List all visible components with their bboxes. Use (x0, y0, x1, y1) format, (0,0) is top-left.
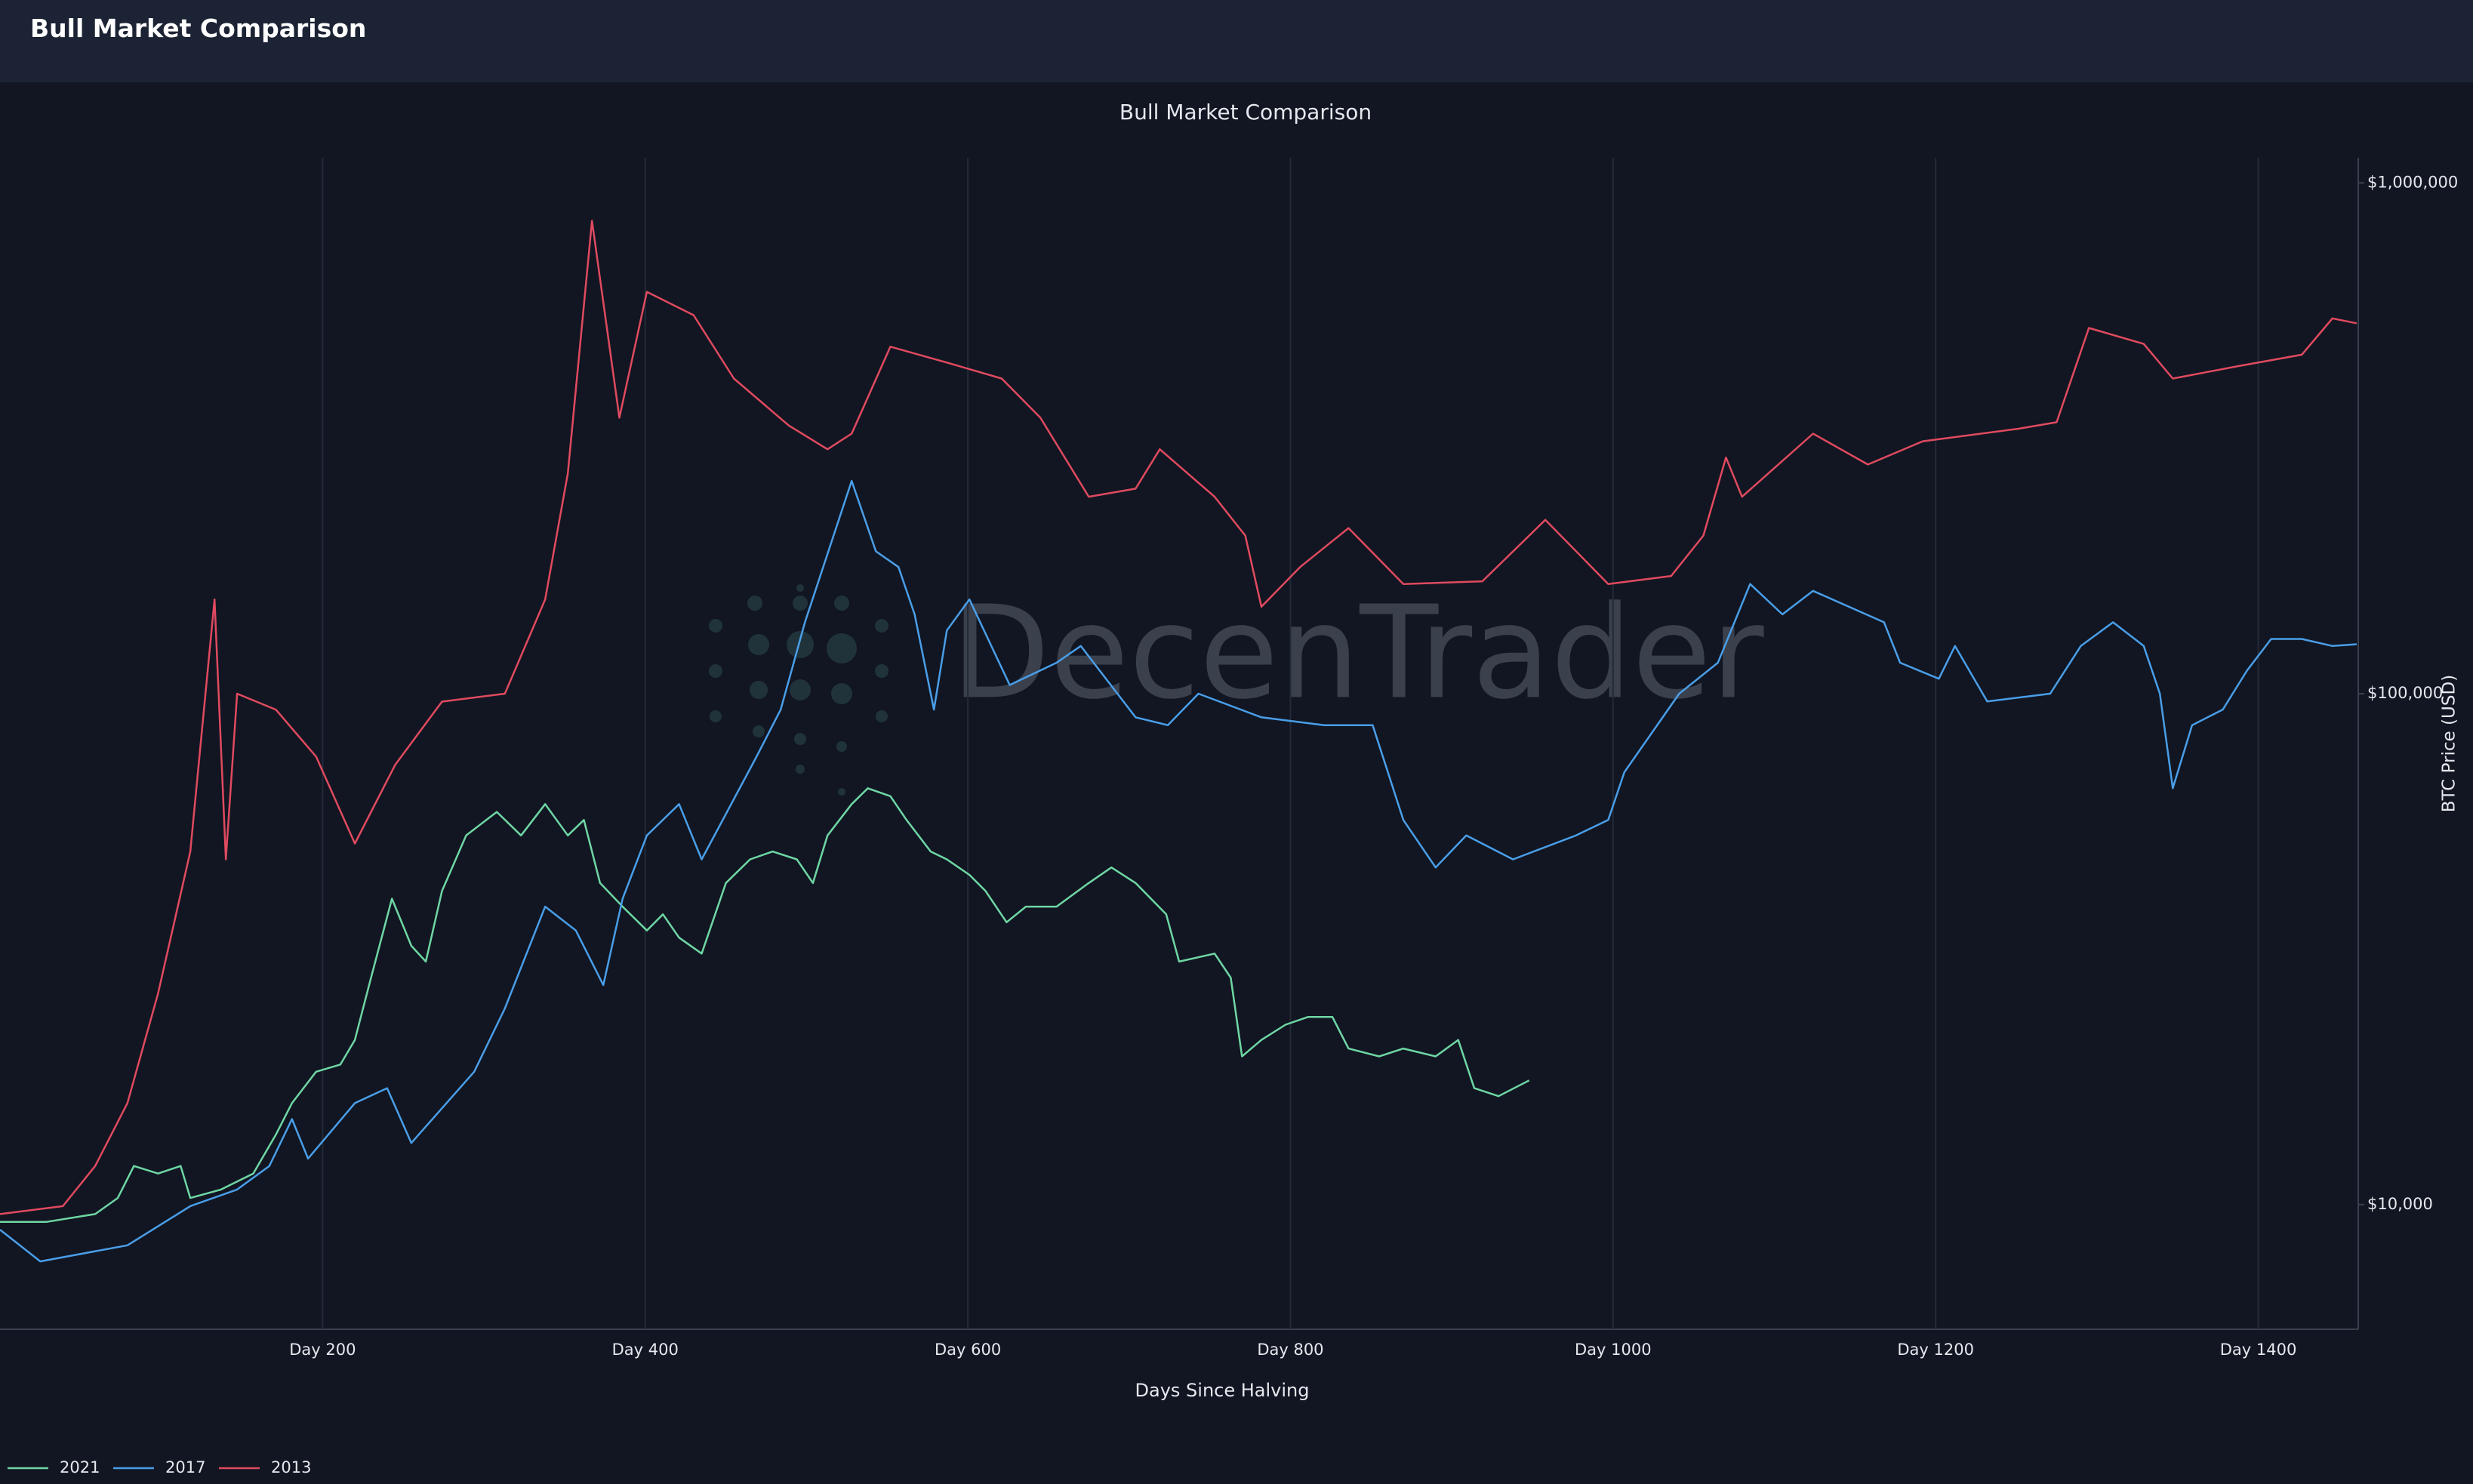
series-line (0, 787, 1530, 1223)
x-tick-label: Day 1000 (1575, 1341, 1652, 1359)
x-tick-label: Day 1200 (1897, 1341, 1974, 1359)
watermark-logo (709, 584, 888, 796)
chart: DecenTrader Bull Market Comparison Days … (0, 100, 2459, 1476)
x-axis-title: Days Since Halving (1135, 1380, 1310, 1401)
chart-title: Bull Market Comparison (1119, 100, 1372, 125)
y-axis-title: BTC Price (USD) (2440, 675, 2459, 812)
legend-label: 2021 (60, 1458, 100, 1476)
legend-item: 2013 (219, 1458, 311, 1476)
x-tick-label: Day 800 (1257, 1341, 1323, 1359)
header-bar: Bull Market Comparison (0, 0, 2473, 82)
watermark: DecenTrader (951, 578, 1764, 728)
legend-item: 2021 (8, 1458, 100, 1476)
x-tick-label: Day 400 (612, 1341, 679, 1359)
legend-label: 2017 (165, 1458, 205, 1476)
x-tick-label: Day 200 (289, 1341, 356, 1359)
y-tick-label: $1,000,000 (2367, 173, 2458, 191)
y-tick-label: $10,000 (2367, 1195, 2433, 1213)
legend-label: 2013 (271, 1458, 311, 1476)
y-tick-label: $100,000 (2367, 684, 2443, 702)
page-title: Bull Market Comparison (30, 14, 367, 43)
x-tick-label: Day 600 (935, 1341, 1001, 1359)
legend-item: 2017 (113, 1458, 205, 1476)
x-tick-label: Day 1400 (2220, 1341, 2297, 1359)
series-line (0, 220, 2358, 1215)
series-line (0, 479, 2357, 1263)
